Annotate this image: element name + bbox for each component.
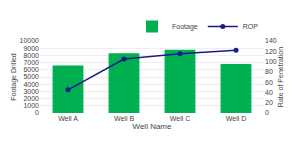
svg-text:8000: 8000 — [23, 52, 39, 59]
svg-text:1000: 1000 — [23, 102, 39, 109]
svg-text:Well Name: Well Name — [133, 122, 173, 131]
svg-text:80: 80 — [265, 68, 273, 75]
svg-text:Well B: Well B — [114, 115, 134, 122]
svg-text:0: 0 — [35, 109, 39, 116]
svg-text:100: 100 — [265, 58, 277, 65]
svg-text:40: 40 — [265, 89, 273, 96]
svg-text:3000: 3000 — [23, 88, 39, 95]
svg-text:20: 20 — [265, 99, 273, 106]
svg-text:Well C: Well C — [170, 115, 190, 122]
svg-text:6000: 6000 — [23, 66, 39, 73]
svg-text:ROP: ROP — [243, 23, 259, 30]
svg-text:140: 140 — [265, 37, 277, 44]
svg-text:Footage: Footage — [172, 23, 198, 31]
svg-text:7000: 7000 — [23, 59, 39, 66]
svg-text:Well A: Well A — [58, 115, 78, 122]
svg-text:2000: 2000 — [23, 95, 39, 102]
svg-text:5000: 5000 — [23, 73, 39, 80]
svg-text:Well D: Well D — [226, 115, 246, 122]
svg-text:60: 60 — [265, 79, 273, 86]
svg-text:Rate of Penetration: Rate of Penetration — [277, 47, 284, 107]
svg-text:Footage Drilled: Footage Drilled — [10, 53, 18, 101]
svg-text:120: 120 — [265, 48, 277, 55]
svg-text:0: 0 — [265, 109, 269, 116]
svg-text:4000: 4000 — [23, 81, 39, 88]
svg-text:9000: 9000 — [23, 45, 39, 52]
svg-text:10000: 10000 — [20, 37, 40, 44]
